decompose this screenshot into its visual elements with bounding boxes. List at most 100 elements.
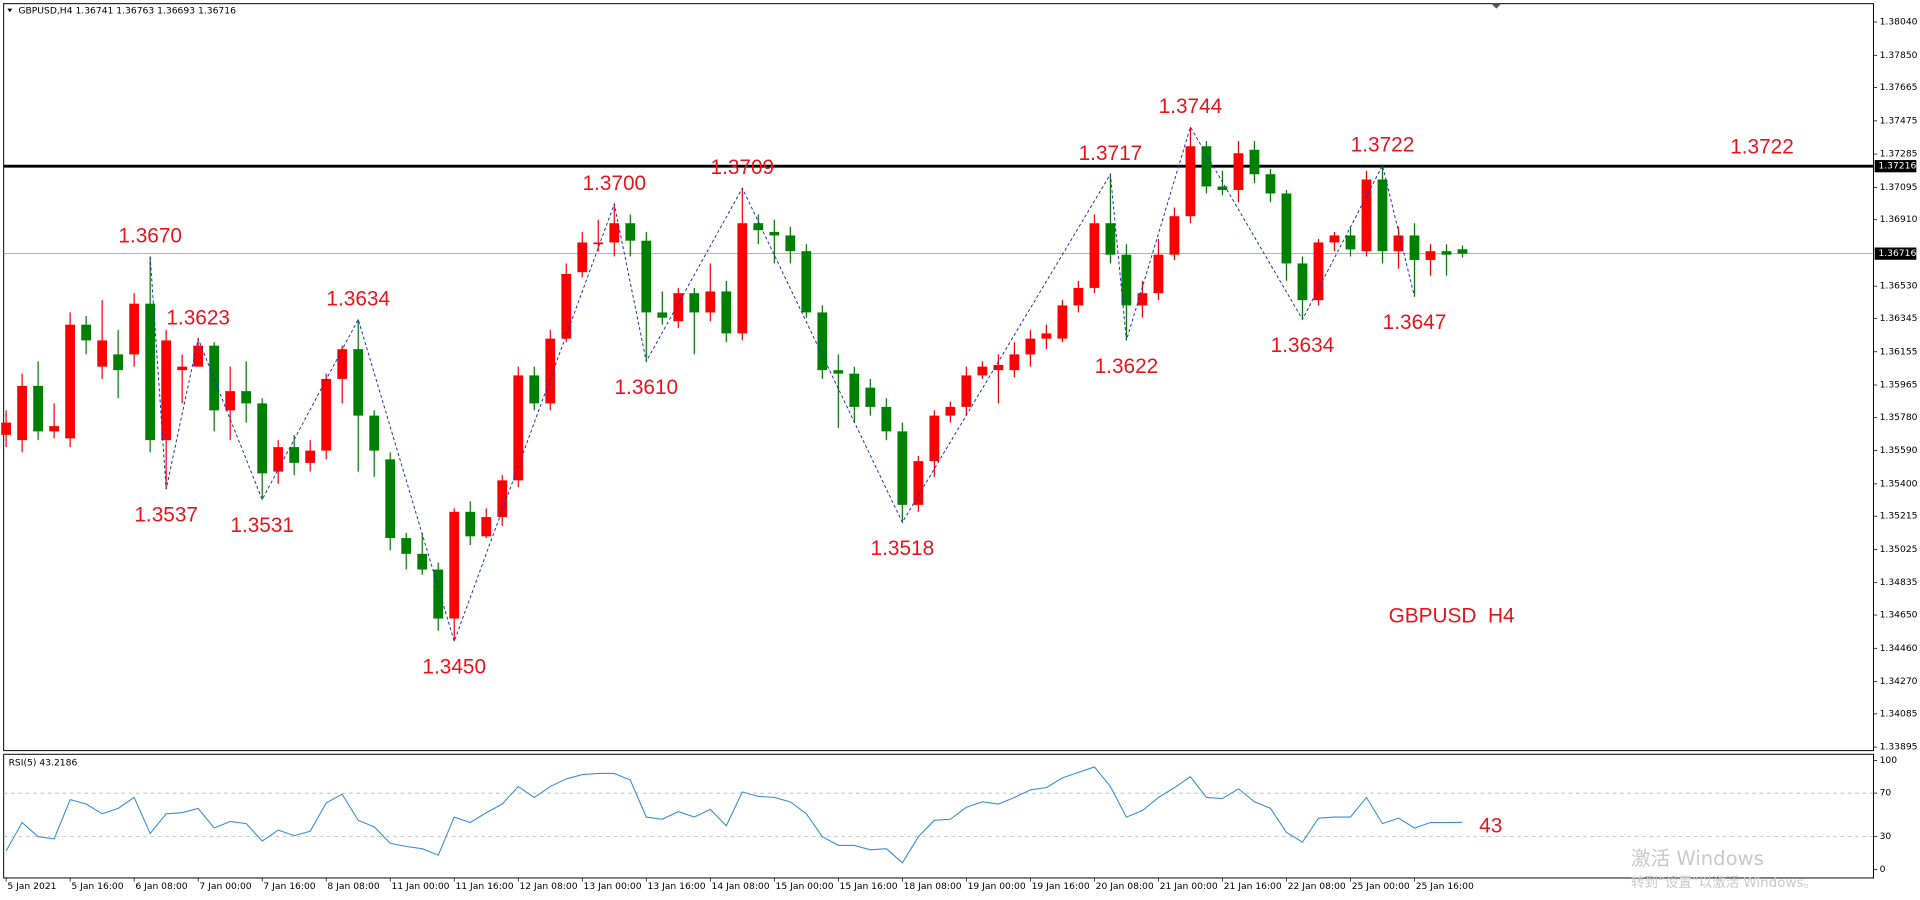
- candle-body: [801, 251, 812, 313]
- candle-body: [609, 223, 620, 243]
- zigzag-label: 1.3610: [614, 376, 678, 399]
- x-tick-label: 22 Jan 08:00: [1288, 881, 1346, 892]
- y-tick-label: 1.34270: [1880, 676, 1918, 687]
- candle-body: [1041, 333, 1052, 339]
- candle-body: [481, 517, 492, 537]
- candle-body: [1361, 179, 1372, 252]
- candle-body: [737, 223, 748, 334]
- candle-body: [145, 303, 156, 441]
- candle-body: [769, 231, 780, 236]
- x-tick-label: 7 Jan 16:00: [263, 881, 315, 892]
- last-price-label: 1.36716: [1878, 248, 1916, 259]
- zigzag-label: 1.3709: [711, 156, 775, 179]
- x-tick-label: 19 Jan 16:00: [1032, 881, 1090, 892]
- candle-body: [897, 431, 908, 505]
- rsi-frame: [3, 753, 1874, 879]
- candle-body: [1137, 293, 1148, 306]
- zigzag-label: 1.3670: [118, 224, 182, 247]
- candle-body: [305, 450, 316, 463]
- rsi-title: RSI(5) 43.2186: [9, 757, 78, 768]
- header: GBPUSD,H4 1.36741 1.36763 1.36693 1.3671…: [18, 6, 236, 17]
- x-tick-label: 5 Jan 2021: [7, 881, 56, 892]
- candle-body: [561, 273, 572, 339]
- candle-body: [497, 480, 508, 518]
- candle-body: [977, 366, 988, 376]
- candle-body: [577, 242, 588, 273]
- candle-body: [81, 324, 92, 341]
- candle-body: [113, 354, 124, 371]
- candle-body: [1185, 146, 1196, 217]
- candle-body: [65, 324, 76, 439]
- candle-body: [321, 378, 332, 451]
- candle-body: [97, 340, 108, 367]
- y-tick-label: 1.34085: [1880, 708, 1918, 719]
- candle-body: [1073, 287, 1084, 306]
- candle-body: [1441, 251, 1452, 255]
- zigzag-label: 1.3634: [1271, 334, 1335, 357]
- candle-body: [929, 415, 940, 462]
- x-tick-label: 21 Jan 16:00: [1224, 881, 1282, 892]
- rsi-last-label: 43: [1479, 815, 1502, 838]
- candle-body: [961, 375, 972, 407]
- y-tick-label: 1.36345: [1880, 313, 1918, 324]
- candle-body: [913, 461, 924, 505]
- level-axis-label: 1.37216: [1878, 161, 1916, 172]
- y-tick-label: 1.34650: [1880, 610, 1918, 621]
- candle-body: [177, 366, 188, 371]
- candle-body: [225, 391, 236, 411]
- x-tick-label: 13 Jan 16:00: [648, 881, 706, 892]
- candle-body: [433, 569, 444, 619]
- shift-marker: [1491, 3, 1502, 9]
- candle-body: [1, 422, 12, 435]
- candle-body: [1201, 146, 1212, 187]
- candle-body: [1393, 235, 1404, 252]
- candle-body: [49, 426, 60, 432]
- y-tick-label: 1.35215: [1880, 511, 1918, 522]
- candle-body: [33, 385, 44, 432]
- zigzag-label: 1.3518: [871, 537, 935, 560]
- candle-body: [1217, 186, 1228, 190]
- candle-body: [1057, 305, 1068, 339]
- candle-body: [241, 391, 252, 404]
- x-tick-label: 5 Jan 16:00: [71, 881, 123, 892]
- zigzag-label: 1.3622: [1095, 355, 1159, 378]
- x-tick-label: 11 Jan 00:00: [391, 881, 449, 892]
- candle-body: [209, 345, 220, 411]
- zigzag-label: 1.3531: [230, 514, 294, 537]
- candle-body: [193, 345, 204, 367]
- x-tick-label: 6 Jan 08:00: [135, 881, 187, 892]
- y-tick-label: 30: [1880, 831, 1892, 842]
- candle-body: [1329, 235, 1340, 243]
- candle-body: [1121, 254, 1132, 306]
- candle-body: [833, 370, 844, 374]
- candle-body: [689, 293, 700, 313]
- candle-body: [385, 459, 396, 539]
- x-tick-label: 12 Jan 08:00: [519, 881, 577, 892]
- x-tick-label: 21 Jan 00:00: [1160, 881, 1218, 892]
- menu-arrow[interactable]: [7, 8, 13, 13]
- candle-body: [849, 373, 860, 407]
- candle-body: [161, 340, 172, 441]
- y-tick-label: 1.34835: [1880, 577, 1918, 588]
- candle-body: [705, 291, 716, 313]
- candle-body: [657, 312, 668, 318]
- candle-body: [1265, 174, 1276, 194]
- y-tick-label: 1.36155: [1880, 346, 1918, 357]
- zigzag-label: 1.3722: [1351, 133, 1415, 156]
- candle-body: [753, 223, 764, 231]
- zigzag-label: 1.3744: [1159, 95, 1223, 118]
- zigzag-label: 1.3634: [326, 287, 390, 310]
- last-price-box: [1874, 247, 1917, 260]
- candle-body: [1345, 235, 1356, 250]
- x-tick-label: 8 Jan 08:00: [327, 881, 379, 892]
- y-tick-label: 1.34460: [1880, 643, 1918, 654]
- candle-body: [289, 447, 300, 463]
- y-tick-label: 1.36910: [1880, 214, 1918, 225]
- candle-body: [785, 235, 796, 252]
- zigzag-label: 1.3537: [134, 504, 198, 527]
- x-tick-label: 13 Jan 00:00: [583, 881, 641, 892]
- candle-body: [369, 415, 380, 451]
- candle-body: [337, 349, 348, 379]
